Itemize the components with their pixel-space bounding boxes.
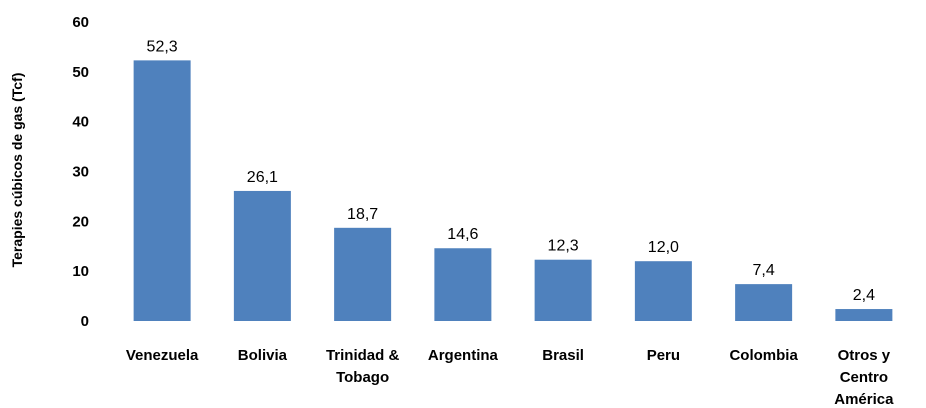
- category-label: Argentina: [428, 347, 499, 364]
- category-label: Otros y: [838, 347, 891, 364]
- category-label: Venezuela: [126, 347, 199, 364]
- y-tick-label: 60: [72, 14, 89, 31]
- data-label: 18,7: [347, 206, 378, 223]
- data-label: 14,6: [447, 226, 478, 243]
- category-label: Brasil: [542, 347, 584, 364]
- category-label: América: [834, 391, 894, 408]
- y-tick-label: 20: [72, 213, 89, 230]
- y-tick-label: 40: [72, 114, 89, 131]
- category-label: Peru: [647, 347, 680, 364]
- category-label: Centro: [840, 369, 888, 386]
- category-label: Bolivia: [238, 347, 288, 364]
- bar: [835, 309, 893, 321]
- data-label: 12,0: [648, 239, 679, 256]
- bar: [233, 190, 291, 321]
- category-label: Trinidad &: [326, 347, 400, 364]
- y-tick-label: 50: [72, 64, 89, 81]
- category-labels-group: Venezuela Bolivia Trinidad & Tobago Argentin…: [126, 347, 894, 408]
- y-tick-label: 10: [72, 263, 89, 280]
- category-label: Tobago: [336, 369, 389, 386]
- bars-group: [133, 60, 893, 321]
- data-label: 26,1: [247, 169, 278, 186]
- y-axis-ticks: 0 10 20 30 40 50 60: [72, 14, 89, 330]
- data-label: 7,4: [753, 262, 775, 279]
- y-tick-label: 30: [72, 164, 89, 181]
- data-label: 52,3: [147, 38, 178, 55]
- y-axis-title: Terapies cúbicos de gas (Tcf): [9, 73, 25, 268]
- bar: [735, 284, 793, 321]
- bar: [133, 60, 191, 321]
- data-label: 12,3: [548, 238, 579, 255]
- bar: [434, 248, 492, 321]
- bar: [334, 227, 392, 321]
- data-labels-group: 52,3 26,1 18,7 14,6 12,3 12,0 7,4 2,4: [147, 38, 876, 304]
- y-tick-label: 0: [81, 313, 89, 330]
- category-label: Colombia: [729, 347, 798, 364]
- bar: [634, 261, 692, 321]
- bar: [534, 259, 592, 321]
- data-label: 2,4: [853, 287, 875, 304]
